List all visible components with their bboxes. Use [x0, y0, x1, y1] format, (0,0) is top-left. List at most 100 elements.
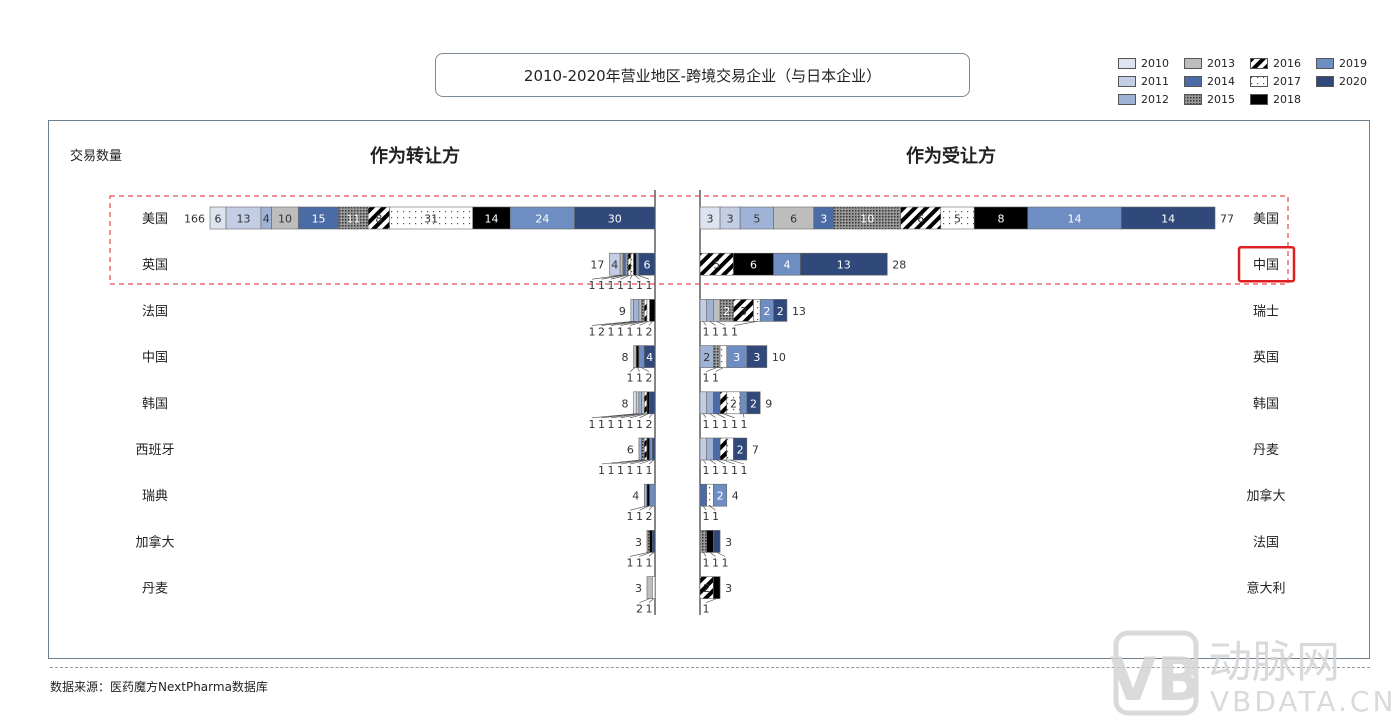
total-label: 6 — [627, 444, 634, 457]
leader-line — [734, 321, 757, 326]
bar-segment-2014 — [699, 483, 707, 507]
bar-segment-2013 — [641, 391, 645, 415]
leader-line — [601, 274, 625, 280]
leader-line — [610, 459, 643, 465]
leader-line — [620, 274, 630, 280]
bar-segment-2014 — [713, 437, 721, 461]
segment-label-2020: 30 — [608, 213, 622, 226]
leader-line — [641, 367, 650, 372]
leader-line — [648, 552, 654, 557]
leader-line — [637, 367, 640, 372]
segment-label-2016: 1 — [627, 325, 634, 338]
bar-segment-2020 — [746, 391, 761, 415]
segment-label-2011: 1 — [703, 464, 710, 477]
segment-label-2015: 1 — [608, 279, 615, 292]
bar-segment-2015 — [699, 530, 707, 553]
highlight-box — [1237, 245, 1296, 283]
legend-item-2012: 2012 — [1118, 93, 1184, 106]
total-label: 28 — [892, 259, 906, 272]
segment-label-2017: 5 — [954, 213, 961, 226]
segment-label-2017: 1 — [646, 603, 653, 616]
leader-line — [629, 321, 646, 326]
bar-segment-2013 — [638, 299, 642, 322]
bar-segment-2017 — [646, 299, 650, 322]
leader-line — [716, 459, 726, 465]
watermark-en: VBDATA.CN — [1210, 685, 1396, 718]
bar-segment-2016 — [643, 391, 648, 415]
bar-segment-2015 — [713, 345, 721, 368]
bar-segment-2018 — [649, 299, 656, 322]
leader-line — [716, 413, 726, 419]
plot-frame — [48, 120, 1370, 659]
country-label: 法国 — [1253, 535, 1279, 550]
leader-line — [629, 552, 649, 557]
top-rows-highlight — [109, 195, 1289, 285]
bar-segment-2020 — [746, 345, 768, 368]
country-label: 法国 — [142, 304, 168, 319]
segment-label-2020: 2 — [646, 418, 653, 431]
total-label: 9 — [765, 397, 772, 410]
leader-line — [715, 367, 724, 372]
bar-segment-2020 — [713, 530, 721, 553]
bar-segment-2017 — [753, 299, 761, 322]
segment-label-2019: 2 — [646, 510, 653, 523]
bar-segment-2020 — [638, 252, 656, 276]
leader-line — [648, 413, 653, 418]
bar-segment-2019 — [635, 252, 640, 276]
segment-label-2011: 3 — [727, 213, 734, 226]
segment-label-2016: 1 — [731, 464, 738, 477]
transferee-row-7: 法国1 1 13 — [699, 530, 1279, 569]
segment-label-2012: 2 — [703, 351, 710, 364]
segment-label-2011: 1 — [703, 325, 710, 338]
legend-item-2018: 2018 — [1250, 93, 1316, 106]
leader-line — [601, 321, 637, 326]
country-label: 西班牙 — [135, 443, 174, 458]
segment-label-2016: 2 — [703, 582, 710, 595]
country-label: 中国 — [1253, 258, 1279, 273]
leader-line — [709, 505, 716, 511]
leader-line — [610, 321, 641, 326]
country-label: 美国 — [1253, 212, 1279, 227]
segment-label-2015: 1 — [608, 464, 615, 477]
segment-label-2020: 13 — [837, 259, 851, 272]
bar-segment-2018 — [649, 530, 653, 553]
bar-segment-2019 — [713, 483, 728, 507]
bar-segment-2019 — [638, 345, 645, 368]
bar-segment-2012 — [638, 391, 642, 415]
leader-line — [639, 552, 652, 557]
transferee-row-0: 美国3 3 5 6 3 10 6 5 8 14 14 77 — [699, 206, 1279, 230]
country-label: 瑞典 — [142, 489, 168, 504]
transferee-row-8: 意大利 2 1 3 — [699, 576, 1286, 616]
leader-line — [730, 459, 745, 465]
segment-label-2018: 1 — [636, 372, 643, 385]
bar-segment-2018 — [706, 530, 714, 553]
legend-label: 2014 — [1207, 75, 1235, 88]
segment-label-2011: 4 — [611, 259, 618, 272]
leader-line — [629, 459, 649, 465]
bar-segment-2017 — [726, 437, 734, 461]
transferor-row-8: 丹麦 2 13 — [142, 576, 656, 616]
leader-line — [648, 459, 654, 465]
leader-line — [639, 505, 649, 511]
legend-label: 2010 — [1141, 57, 1169, 70]
segment-label-2018: 1 — [627, 464, 634, 477]
bar-segment-2013 — [633, 345, 637, 368]
leader-line — [703, 413, 707, 418]
legend-swatch-icon — [1118, 58, 1136, 69]
leader-line — [634, 274, 640, 280]
legend-item-2011: 2011 — [1118, 75, 1184, 88]
segment-label-2016: 1 — [617, 279, 624, 292]
segment-label-2020: 2 — [777, 305, 784, 318]
total-label: 13 — [792, 305, 806, 318]
segment-label-2020: 1 — [646, 464, 653, 477]
segment-label-2019: 4 — [783, 259, 790, 272]
segment-label-2019: 1 — [636, 464, 643, 477]
leader-line — [591, 413, 635, 419]
segment-label-2013: 6 — [790, 213, 797, 226]
transferor-row-0: 美国 6 13 4 10 15 11 8 31 14 24 30 166 — [142, 206, 656, 230]
bar-segment-2012 — [633, 299, 640, 322]
legend-label: 2016 — [1273, 57, 1301, 70]
segment-label-2015: 1 — [617, 325, 624, 338]
